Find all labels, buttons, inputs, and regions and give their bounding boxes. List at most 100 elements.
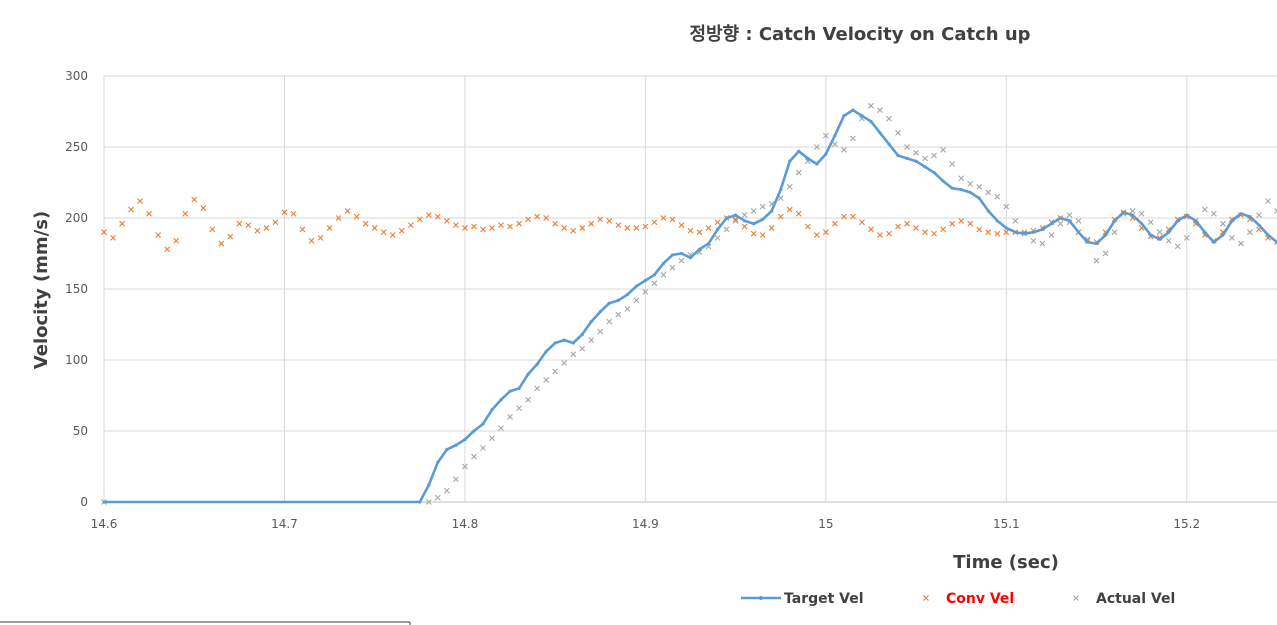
conv-vel-point [299,226,306,233]
actual-vel-point [579,345,586,352]
conv-vel-point [434,213,441,220]
conv-vel-point [209,226,216,233]
target-vel-line [104,108,1277,504]
conv-vel-point [958,217,965,224]
chart-title: 정방향 : Catch Velocity on Catch up [689,24,1030,45]
actual-vel-point [1265,198,1271,204]
target-vel-point [752,222,756,226]
y-tick-label: 300 [65,69,88,83]
legend-label: Target Vel [784,591,864,607]
target-vel-point [995,219,999,223]
actual-vel-point [850,135,856,142]
target-vel-point [815,162,819,166]
actual-vel-point [660,271,667,278]
conv-vel-point [425,212,432,219]
actual-vel-point [877,107,883,113]
conv-vel-point [561,225,568,231]
conv-vel-point [579,225,586,231]
conv-vel-point [895,223,901,230]
target-vel-point [1022,232,1026,236]
actual-vel-point [561,359,568,366]
y-tick-label: 250 [65,140,88,154]
target-vel-point [905,156,909,160]
conv-vel-point [859,219,865,226]
actual-vel-point [750,208,757,214]
conv-vel-point [110,234,116,241]
target-vel-point [914,159,918,163]
actual-vel-point [1138,210,1145,217]
actual-vel-point [443,487,450,494]
target-vel-point [1122,210,1126,214]
conv-vel-point [164,246,171,253]
actual-vel-point [651,280,658,287]
actual-vel-point [1093,257,1100,264]
conv-vel-point [976,226,983,233]
target-vel-point [598,310,602,314]
conv-vel-point [570,227,577,234]
conv-vel-point [786,206,793,213]
conv-vel-point [290,210,297,217]
conv-vel-point [904,220,910,227]
conv-vel-point [931,230,938,237]
conv-vel-point [660,215,667,221]
target-vel-point [1049,222,1054,226]
conv-vel-point [597,216,604,223]
actual-vel-point [1048,232,1055,238]
actual-vel-point [1165,237,1172,244]
conv-vel-point [507,223,513,230]
conv-vel-point [714,219,721,226]
conv-vel-point [137,198,143,204]
conv-vel-point [777,213,784,220]
actual-vel-point [958,175,965,182]
conv-vel-point [344,208,351,214]
conv-vel-point [678,222,685,228]
conv-vel-point [877,232,883,238]
actual-vel-point [1039,240,1046,247]
x-tick-label: 15.2 [1173,517,1200,531]
conv-vel-point [308,237,315,244]
actual-vel-point [425,499,432,505]
target-vel-point [715,227,720,231]
conv-vel-point [606,217,613,224]
actual-vel-point [489,435,495,441]
actual-vel-point [759,203,766,210]
target-vel-point [1131,213,1135,217]
actual-vel-point [1111,229,1118,236]
target-vel-point [1058,216,1063,220]
conv-vel-point [317,234,324,241]
target-vel-point [1040,227,1044,231]
y-axis-title: Velocity (mm/s) [31,211,52,369]
actual-vel-point [552,368,559,375]
actual-vel-point [1147,219,1154,226]
actual-vel-point [1066,212,1073,219]
series-layer [101,102,1277,505]
target-vel-point [1194,219,1198,223]
actual-vel-point [1183,234,1190,241]
target-vel-point [986,209,990,213]
conv-vel-point [831,220,838,227]
conv-vel-point [218,240,225,247]
x-axis-ticks: 14.6 14.7 14.8 14.9 15 15.1 15.2 [91,517,1200,531]
actual-vel-point [786,183,793,190]
conv-vel-point [552,220,559,227]
y-tick-label: 150 [65,282,88,296]
target-vel-point [724,216,729,220]
actual-vel-point [588,337,595,344]
actual-vel-point [507,413,513,420]
conv-vel-point [994,230,1001,237]
conv-vel-point [868,226,874,233]
conv-vel-point [191,196,198,203]
target-vel-point [1176,219,1180,223]
actual-vel-point [1201,206,1208,213]
legend-item-target-vel: Target Vel [741,591,864,607]
legend-label: Conv Vel [946,591,1014,607]
actual-vel-point [1057,220,1064,227]
conv-vel-point [543,215,550,221]
legend-item-actual-vel: Actual Vel [1073,591,1175,607]
actual-vel-point [922,155,928,162]
conv-vel-point [182,210,189,217]
conv-vel-point [326,225,333,231]
actual-vel-point [534,385,540,392]
actual-vel-point [1274,208,1277,214]
